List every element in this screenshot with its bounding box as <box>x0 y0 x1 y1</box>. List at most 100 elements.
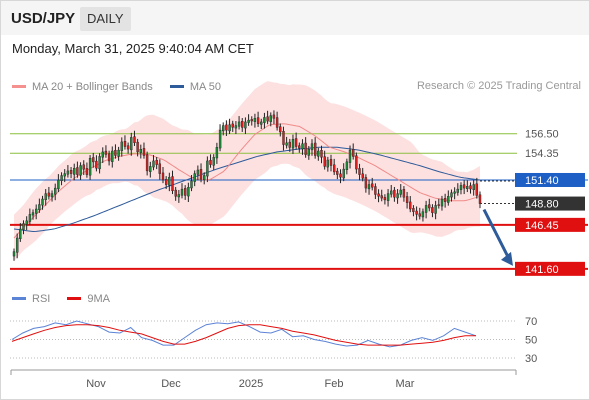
candle <box>231 123 234 128</box>
x-tick-label: Mar <box>396 378 415 390</box>
candle <box>234 125 238 129</box>
candle <box>247 119 250 123</box>
candle <box>260 121 263 125</box>
level-label: 148.80 <box>525 199 559 211</box>
candle <box>323 156 326 167</box>
candle <box>174 189 177 197</box>
legend-item-rsi: RSI <box>12 293 50 305</box>
candle <box>478 194 482 204</box>
candle <box>469 185 472 190</box>
candle <box>72 167 76 175</box>
candle <box>288 141 291 148</box>
candle <box>266 116 269 122</box>
forecast-arrow-shaft <box>482 208 510 258</box>
candle <box>66 170 70 175</box>
candle <box>383 197 387 201</box>
level-label: 154.35 <box>525 148 559 160</box>
candle <box>307 148 310 156</box>
timestamp: Monday, March 31, 2025 9:40:04 AM CET <box>12 41 254 56</box>
candle <box>25 220 28 225</box>
candle <box>364 177 368 189</box>
candle <box>152 160 155 168</box>
candle <box>104 150 108 155</box>
candle <box>41 198 44 206</box>
candle <box>279 126 282 133</box>
candle <box>402 188 406 198</box>
candle <box>177 194 181 198</box>
candle <box>358 168 361 175</box>
candle <box>57 179 60 190</box>
candle <box>12 251 16 257</box>
candle <box>28 214 32 222</box>
price-panel: 156.50 154.35 151.40 148.80 146.45 141.60 <box>10 81 588 276</box>
candle <box>38 204 41 211</box>
candle <box>250 119 254 122</box>
candle <box>301 143 304 150</box>
rsi-tick-label: 30 <box>525 353 537 365</box>
candle <box>120 141 124 151</box>
x-tick-label: Feb <box>325 378 344 390</box>
legend-label: MA 50 <box>189 81 222 93</box>
candle <box>228 124 231 132</box>
candle <box>107 153 111 162</box>
candle <box>345 161 349 171</box>
x-tick-label: Dec <box>161 378 181 390</box>
candle <box>221 125 225 132</box>
candle <box>434 205 437 214</box>
candle <box>361 173 364 179</box>
level-label: 141.60 <box>525 264 559 276</box>
candle <box>82 164 85 170</box>
candle <box>123 140 127 147</box>
candle <box>199 169 203 180</box>
candle <box>371 183 374 188</box>
candle <box>130 137 133 151</box>
candle <box>317 150 320 157</box>
candle <box>139 148 143 153</box>
candle <box>352 149 355 157</box>
candle <box>393 189 396 198</box>
candle <box>168 177 171 186</box>
candle <box>95 160 98 169</box>
level-label: 151.40 <box>525 175 559 187</box>
candle <box>202 175 206 181</box>
candle <box>212 157 215 166</box>
candle <box>390 190 393 195</box>
candle <box>431 207 434 213</box>
candle <box>437 204 440 206</box>
candle <box>342 168 345 179</box>
candle <box>136 141 139 153</box>
candle <box>19 228 22 240</box>
candle <box>285 142 288 146</box>
candle <box>409 201 412 210</box>
candle <box>161 172 165 181</box>
candle <box>193 173 196 182</box>
candle <box>314 142 317 156</box>
candle <box>149 166 152 172</box>
candle <box>16 237 19 253</box>
candle <box>424 205 428 213</box>
candle <box>111 150 114 162</box>
candle <box>396 193 399 199</box>
candle <box>171 176 174 192</box>
candle <box>114 149 117 156</box>
candle <box>405 196 409 203</box>
candle <box>183 188 187 196</box>
candle <box>466 186 469 190</box>
candle <box>428 204 431 209</box>
candle <box>240 120 244 128</box>
candle <box>263 117 266 123</box>
candle <box>244 121 247 129</box>
candle <box>79 165 82 176</box>
candle <box>196 169 200 175</box>
level-label-box <box>515 261 585 276</box>
candle <box>47 192 51 197</box>
candle <box>92 157 95 163</box>
candle <box>35 208 38 214</box>
ma50-swatch <box>169 84 184 88</box>
candle <box>333 164 336 173</box>
forecast-arrow-head <box>501 251 513 266</box>
period-badge[interactable]: DAILY <box>80 7 131 31</box>
candle <box>367 184 371 190</box>
candle <box>269 115 272 122</box>
candle <box>60 175 63 182</box>
